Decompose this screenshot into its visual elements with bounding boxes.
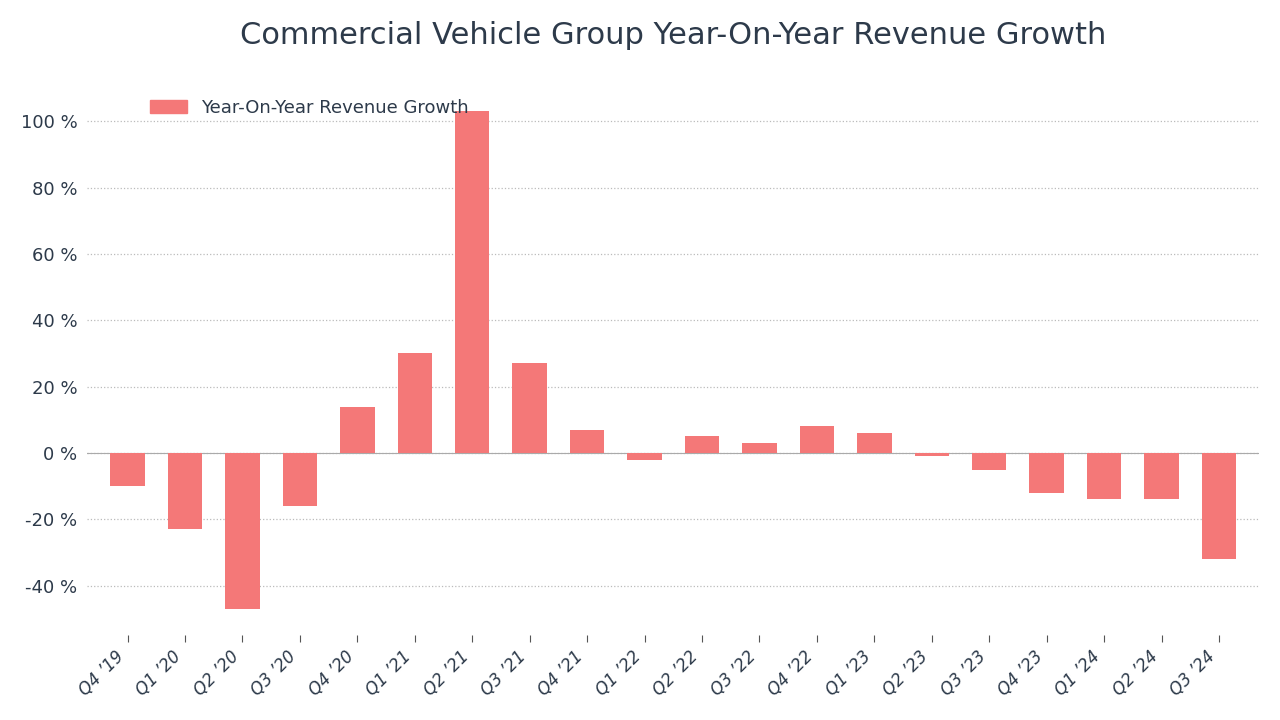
Bar: [398, 354, 431, 453]
Bar: [570, 430, 604, 453]
Bar: [168, 453, 202, 529]
Bar: [283, 453, 317, 506]
Bar: [858, 433, 892, 453]
Bar: [454, 112, 489, 453]
Bar: [340, 407, 375, 453]
Bar: [1202, 453, 1236, 559]
Bar: [742, 443, 777, 453]
Legend: Year-On-Year Revenue Growth: Year-On-Year Revenue Growth: [143, 92, 476, 125]
Bar: [685, 436, 719, 453]
Bar: [1087, 453, 1121, 500]
Bar: [800, 426, 835, 453]
Bar: [225, 453, 260, 609]
Bar: [972, 453, 1006, 469]
Bar: [914, 453, 948, 456]
Bar: [512, 364, 547, 453]
Bar: [1144, 453, 1179, 500]
Title: Commercial Vehicle Group Year-On-Year Revenue Growth: Commercial Vehicle Group Year-On-Year Re…: [241, 21, 1106, 50]
Bar: [1029, 453, 1064, 492]
Bar: [627, 453, 662, 459]
Bar: [110, 453, 145, 486]
